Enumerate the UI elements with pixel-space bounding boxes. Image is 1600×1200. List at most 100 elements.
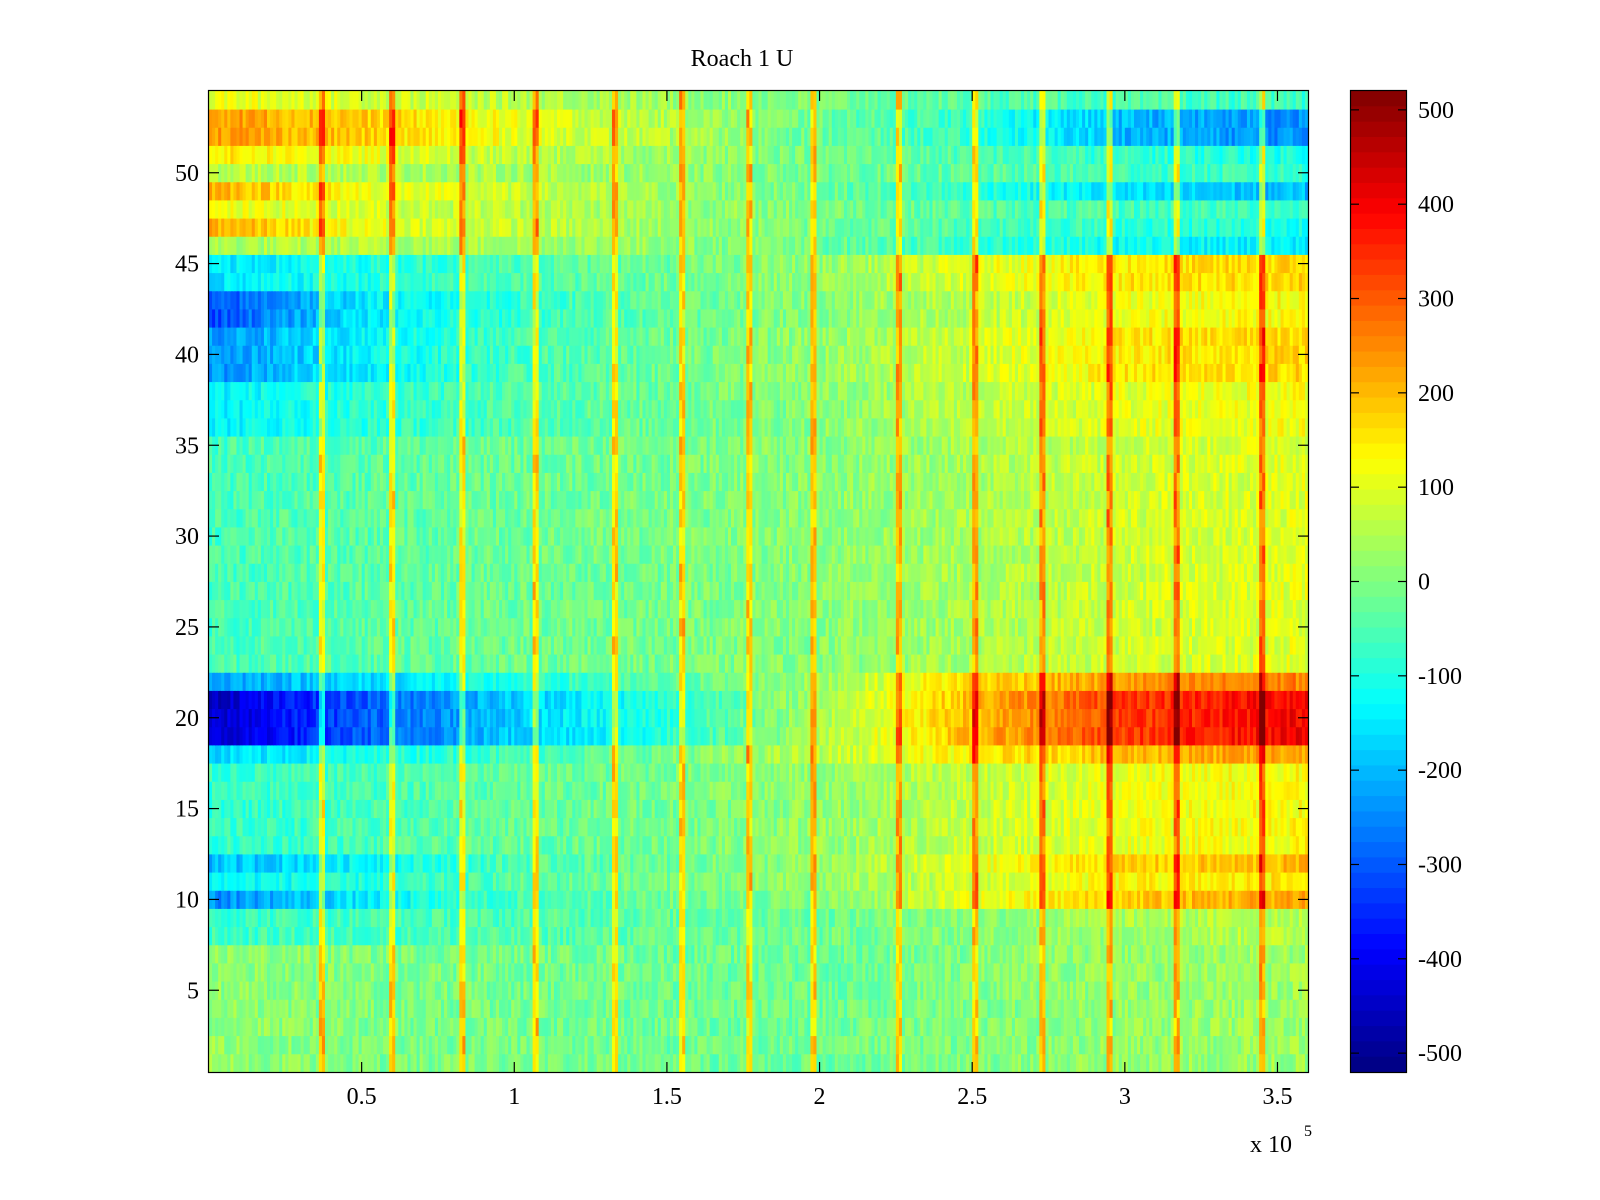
heatmap-cell [1079, 999, 1083, 1018]
heatmap-cell [511, 944, 515, 964]
heatmap-cell [666, 981, 671, 1000]
heatmap-cell [1082, 835, 1086, 855]
heatmap-cell [499, 981, 503, 1000]
heatmap-cell [822, 1035, 827, 1055]
heatmap-cell [1115, 908, 1120, 928]
heatmap-cell [688, 1017, 692, 1037]
heatmap-cell [700, 1035, 705, 1055]
heatmap-cell [401, 890, 405, 909]
heatmap-cell [523, 1053, 528, 1073]
heatmap-cell [706, 1035, 711, 1055]
heatmap-cell [1033, 963, 1037, 982]
heatmap-cell [1075, 1017, 1080, 1037]
heatmap-cell [1173, 926, 1178, 946]
heatmap-cell [331, 981, 335, 1000]
heatmap-cell [840, 944, 845, 964]
heatmap-cell [636, 1035, 641, 1055]
heatmap-cell [886, 908, 891, 928]
heatmap-cell [1051, 926, 1056, 946]
heatmap-cell [1146, 999, 1150, 1018]
heatmap-cell [883, 944, 888, 964]
heatmap-cell [1280, 835, 1285, 855]
heatmap-cell [1014, 981, 1019, 1000]
heatmap-cell [749, 1053, 753, 1073]
heatmap-cell [1008, 963, 1013, 982]
heatmap-cell [679, 872, 683, 891]
heatmap-cell [935, 835, 940, 855]
heatmap-cell [932, 1035, 937, 1055]
heatmap-cell [1210, 1053, 1214, 1073]
heatmap-cell [575, 1053, 579, 1073]
heatmap-cell [447, 926, 451, 946]
heatmap-cell [715, 854, 720, 873]
heatmap-cell [932, 944, 937, 964]
heatmap-cell [669, 854, 674, 873]
heatmap-cell [1201, 854, 1205, 873]
heatmap-cell [581, 1017, 586, 1037]
heatmap-cell [352, 854, 357, 873]
heatmap-cell [770, 926, 775, 946]
heatmap-cell [969, 981, 973, 1000]
heatmap-cell [303, 1035, 308, 1055]
heatmap-cell [731, 1017, 735, 1037]
heatmap-cell [312, 835, 317, 855]
heatmap-cell [837, 999, 842, 1018]
heatmap-cell [1030, 1017, 1034, 1037]
heatmap-cell [584, 872, 589, 891]
heatmap-cell [633, 890, 637, 909]
heatmap-cell [727, 963, 732, 982]
heatmap-cell [633, 999, 637, 1018]
heatmap-cell [279, 835, 283, 855]
heatmap-cell [254, 908, 259, 928]
heatmap-cell [428, 835, 433, 855]
heatmap-cell [1191, 981, 1196, 1000]
heatmap-cell [792, 981, 796, 1000]
heatmap-cell [642, 1035, 647, 1055]
heatmap-cell [892, 963, 897, 982]
heatmap-cell [1030, 926, 1034, 946]
heatmap-cell [505, 981, 509, 1000]
heatmap-cell [291, 872, 296, 891]
heatmap-cell [886, 1053, 891, 1073]
heatmap-cell [441, 981, 445, 1000]
heatmap-cell [959, 835, 964, 855]
heatmap-cell [355, 999, 360, 1018]
heatmap-cell [587, 926, 592, 946]
heatmap-cell [535, 817, 540, 837]
heatmap-cell [801, 1053, 805, 1073]
heatmap-cell [398, 872, 402, 891]
heatmap-cell [843, 890, 848, 909]
heatmap-cell [285, 1035, 289, 1055]
heatmap-cell [569, 817, 573, 837]
heatmap-cell [1301, 872, 1306, 891]
heatmap-cell [810, 1053, 815, 1073]
heatmap-cell [975, 835, 979, 855]
heatmap-cell [224, 890, 228, 909]
heatmap-cell [663, 835, 668, 855]
heatmap-cell [340, 999, 344, 1018]
heatmap-cell [312, 981, 317, 1000]
heatmap-cell [1161, 908, 1166, 928]
heatmap-cell [956, 835, 961, 855]
heatmap-cell [1082, 854, 1086, 873]
heatmap-cell [312, 872, 317, 891]
heatmap-cell [975, 944, 979, 964]
heatmap-cell [221, 835, 225, 855]
heatmap-cell [392, 1017, 396, 1037]
heatmap-cell [877, 926, 882, 946]
heatmap-cell [1182, 981, 1187, 1000]
heatmap-cell [1219, 890, 1224, 909]
heatmap-cell [328, 1053, 332, 1073]
heatmap-cell [1268, 1053, 1272, 1073]
heatmap-cell [233, 908, 238, 928]
heatmap-cell [309, 817, 314, 837]
heatmap-cell [718, 1053, 723, 1073]
heatmap-cell [328, 890, 332, 909]
heatmap-cell [260, 854, 265, 873]
heatmap-cell [1100, 926, 1105, 946]
heatmap-cell [1182, 944, 1187, 964]
heatmap-cell [843, 835, 848, 855]
heatmap-cell [1051, 835, 1056, 855]
heatmap-cell [517, 999, 521, 1018]
heatmap-cell [1066, 1017, 1071, 1037]
